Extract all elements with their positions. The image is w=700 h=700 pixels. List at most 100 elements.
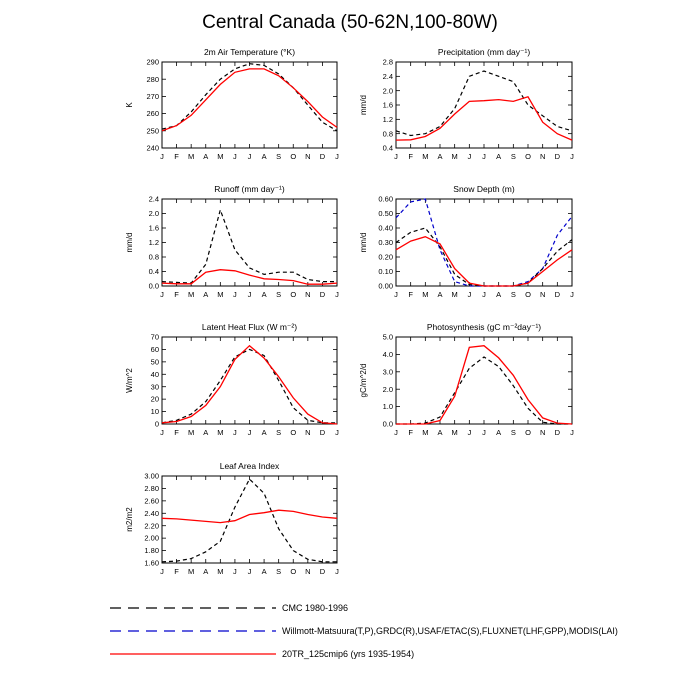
legend-label: 20TR_125cmip6 (yrs 1935-1954) <box>282 649 414 659</box>
y-tick-label: 40 <box>151 370 159 379</box>
x-tick-label: J <box>335 567 339 576</box>
x-tick-label: J <box>394 428 398 437</box>
series-line-cmc <box>161 63 338 132</box>
x-tick-label: J <box>248 290 252 299</box>
x-tick-label: N <box>305 567 310 576</box>
chart-title: 2m Air Temperature (°K) <box>204 47 295 57</box>
series-line-cmc <box>396 356 572 425</box>
series-line-model <box>396 345 573 425</box>
y-tick-label: 270 <box>146 92 159 101</box>
x-tick-label: M <box>217 428 223 437</box>
y-tick-label: 2.4 <box>149 195 159 204</box>
x-tick-label: O <box>525 290 531 299</box>
y-tick-label: 2.8 <box>383 58 393 67</box>
y-tick-label: 2.0 <box>149 209 159 218</box>
x-tick-label: A <box>496 428 501 437</box>
y-tick-label: 0.8 <box>383 129 393 138</box>
y-tick-label: 0.8 <box>149 253 159 262</box>
series-line-model <box>395 236 573 287</box>
x-tick-label: A <box>262 567 267 576</box>
x-tick-label: D <box>320 152 326 161</box>
x-tick-label: J <box>335 152 339 161</box>
y-tick-label: 0.4 <box>383 144 393 153</box>
x-tick-label: A <box>496 152 501 161</box>
y-tick-label: 2.20 <box>144 521 159 530</box>
x-tick-label: A <box>262 290 267 299</box>
chart-panel-4: Snow Depth (m) mm/d 0.00 0.10 0.20 0.30 0.40 0.… <box>359 184 574 299</box>
y-axis-label: W/m^2 <box>125 368 134 393</box>
x-tick-label: F <box>174 428 179 437</box>
x-tick-label: A <box>203 152 208 161</box>
y-tick-label: 0.10 <box>378 267 393 276</box>
series-line-cmc <box>161 348 337 424</box>
x-tick-label: M <box>452 290 458 299</box>
x-tick-label: N <box>540 428 545 437</box>
x-tick-label: O <box>525 428 531 437</box>
x-tick-label: A <box>203 290 208 299</box>
y-tick-label: 260 <box>146 109 159 118</box>
x-tick-label: N <box>305 428 310 437</box>
x-tick-label: F <box>174 567 179 576</box>
chart-panel-1: 2m Air Temperature (°K) K 240 250 260 270 280 2… <box>125 47 339 161</box>
x-tick-label: J <box>482 428 486 437</box>
y-tick-label: 4.0 <box>383 350 393 359</box>
y-tick-label: 0.20 <box>378 253 393 262</box>
x-tick-label: M <box>188 290 194 299</box>
plot-frame <box>395 198 573 287</box>
x-tick-label: J <box>467 152 471 161</box>
x-tick-label: J <box>335 428 339 437</box>
y-tick-label: 1.60 <box>144 559 159 568</box>
x-tick-label: J <box>248 428 252 437</box>
x-tick-label: S <box>276 290 281 299</box>
series-line-cmc <box>161 478 337 563</box>
x-tick-label: O <box>290 567 296 576</box>
chart-title: Precipitation (mm day⁻¹) <box>438 47 531 57</box>
x-tick-label: N <box>305 290 310 299</box>
y-tick-label: 2.0 <box>383 86 393 95</box>
x-tick-label: J <box>467 428 471 437</box>
x-tick-label: F <box>408 152 413 161</box>
x-tick-label: S <box>511 290 516 299</box>
x-tick-label: N <box>540 290 545 299</box>
y-tick-label: 1.6 <box>149 224 159 233</box>
x-tick-label: M <box>188 428 194 437</box>
x-tick-label: D <box>320 290 326 299</box>
x-tick-label: O <box>290 290 296 299</box>
x-tick-label: O <box>525 152 531 161</box>
x-tick-label: F <box>408 290 413 299</box>
series-line-model <box>395 96 573 141</box>
y-tick-label: 0.40 <box>378 224 393 233</box>
y-tick-label: 0.4 <box>149 267 159 276</box>
x-tick-label: M <box>188 152 194 161</box>
y-tick-label: 20 <box>151 395 159 404</box>
chart-title: Runoff (mm day⁻¹) <box>214 184 285 194</box>
y-tick-label: 2.0 <box>383 385 393 394</box>
series-line-obs <box>395 198 573 287</box>
y-tick-label: 0.50 <box>378 209 393 218</box>
chart-title: Leaf Area Index <box>220 461 280 471</box>
x-tick-label: J <box>233 567 237 576</box>
x-tick-label: D <box>555 152 561 161</box>
y-tick-label: 1.6 <box>383 101 393 110</box>
x-tick-label: M <box>422 152 428 161</box>
x-tick-label: J <box>233 290 237 299</box>
series-line-model <box>161 344 338 425</box>
x-tick-label: S <box>511 428 516 437</box>
chart-panel-2: Precipitation (mm day⁻¹) mm/d 0.4 0.8 1.2 1.6… <box>359 47 574 161</box>
x-tick-label: A <box>437 152 442 161</box>
series-line-model <box>161 68 338 132</box>
x-tick-label: M <box>217 290 223 299</box>
y-axis-label: K <box>125 102 134 108</box>
x-tick-label: J <box>233 152 237 161</box>
y-tick-label: 2.60 <box>144 496 159 505</box>
x-tick-label: M <box>422 290 428 299</box>
y-tick-label: 50 <box>151 357 159 366</box>
plot-frame <box>395 61 573 149</box>
legend: CMC 1980-1996 Willmott-Matsuura(T,P),GRDC… <box>110 603 618 659</box>
x-tick-label: A <box>262 152 267 161</box>
x-tick-label: J <box>233 428 237 437</box>
x-tick-label: A <box>262 428 267 437</box>
y-tick-label: 1.0 <box>383 402 393 411</box>
chart-panel-5: Latent Heat Flux (W m⁻²) W/m^2 0 10 20 30 40 50… <box>125 322 339 437</box>
